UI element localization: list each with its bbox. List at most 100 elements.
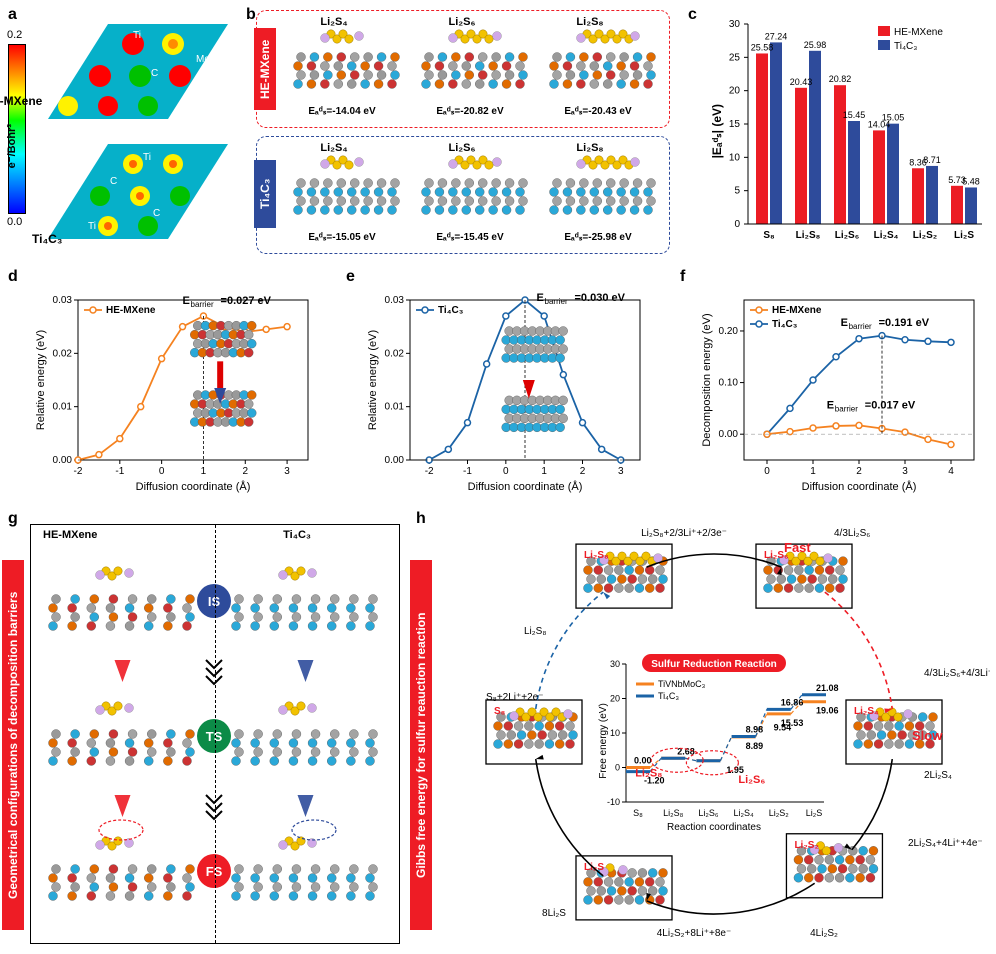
- svg-text:0.00: 0.00: [719, 429, 739, 440]
- panel-d: -2-101230.000.010.020.03Diffusion coordi…: [30, 280, 330, 500]
- svg-text:4: 4: [948, 466, 954, 477]
- svg-text:0.00: 0.00: [53, 455, 73, 466]
- svg-text:Eₐᵈₛ=-25.98 eV: Eₐᵈₛ=-25.98 eV: [564, 232, 632, 243]
- label-h: h: [416, 510, 426, 528]
- svg-text:C: C: [151, 68, 158, 79]
- panel-g: HE-MXene Ti₄C₃ ISTSFS: [30, 524, 400, 944]
- svg-text:barrier: barrier: [191, 300, 214, 309]
- svg-text:Li₂S₈: Li₂S₈: [576, 16, 603, 28]
- svg-text:0.02: 0.02: [53, 348, 73, 359]
- svg-text:Ti: Ti: [133, 30, 141, 41]
- label-g: g: [8, 510, 18, 528]
- svg-text:2: 2: [242, 466, 248, 477]
- svg-text:25.98: 25.98: [804, 40, 827, 50]
- svg-text:E: E: [841, 317, 848, 329]
- svg-text:2Li₂S₄: 2Li₂S₄: [924, 770, 952, 781]
- panel-d-svg: -2-101230.000.010.020.03Diffusion coordi…: [30, 280, 330, 500]
- svg-text:Li₂S₆: Li₂S₆: [835, 230, 860, 241]
- svg-text:Li₂S₈: Li₂S₈: [635, 767, 662, 779]
- svg-text:30: 30: [729, 19, 741, 30]
- svg-text:8.71: 8.71: [923, 155, 941, 165]
- svg-text:25: 25: [729, 52, 741, 63]
- svg-text:16.86: 16.86: [781, 697, 804, 707]
- he-title: HE-MXene: [0, 94, 42, 108]
- svg-text:Mo: Mo: [196, 54, 210, 65]
- svg-text:E: E: [537, 292, 544, 304]
- svg-text:8.98: 8.98: [746, 725, 764, 735]
- svg-text:Sulfur Reduction Reaction: Sulfur Reduction Reaction: [651, 659, 777, 670]
- svg-text:1: 1: [201, 466, 207, 477]
- svg-text:S₈+2Li⁺+2e⁻: S₈+2Li⁺+2e⁻: [486, 692, 544, 703]
- c-ylabel: |Eₐᵈₛ| (eV): [710, 104, 724, 158]
- label-e: e: [346, 268, 355, 286]
- g-right-label: Ti₄C₃: [283, 529, 311, 541]
- svg-text:Eₐᵈₛ=-15.05 eV: Eₐᵈₛ=-15.05 eV: [308, 232, 376, 243]
- panel-c-svg: 051015202530HE-MXeneTi₄C₃25.5827.24S₈20.…: [706, 14, 988, 254]
- svg-text:3: 3: [618, 466, 624, 477]
- svg-text:4/3Li₂S₆: 4/3Li₂S₆: [834, 528, 870, 539]
- svg-text:Relative energy (eV): Relative energy (eV): [367, 330, 379, 430]
- svg-text:Ti₄C₃: Ti₄C₃: [772, 319, 798, 330]
- svg-text:0: 0: [734, 219, 740, 230]
- svg-text:Decomposition energy (eV): Decomposition energy (eV): [701, 313, 713, 446]
- panel-a: 0.2 0.0 e⁻/Bohr³ Ti Mo Nb C: [8, 24, 238, 254]
- svg-text:21.08: 21.08: [816, 683, 839, 693]
- h-side: Gibbs free energy for sulfur reauction r…: [410, 560, 432, 930]
- svg-text:5: 5: [734, 186, 740, 197]
- svg-text:0.03: 0.03: [385, 295, 405, 306]
- svg-text:Slow: Slow: [912, 728, 943, 743]
- svg-text:0.01: 0.01: [53, 402, 73, 413]
- svg-text:0.03: 0.03: [53, 295, 73, 306]
- svg-text:2: 2: [856, 466, 862, 477]
- svg-text:-1: -1: [115, 466, 124, 477]
- svg-text:20: 20: [610, 694, 620, 704]
- svg-text:HE-MXene: HE-MXene: [894, 27, 943, 38]
- svg-text:Li₂S₆: Li₂S₆: [698, 808, 719, 818]
- svg-text:Li₂S₆: Li₂S₆: [449, 142, 476, 154]
- svg-text:19.06: 19.06: [816, 706, 839, 716]
- svg-text:Diffusion coordinate (Å): Diffusion coordinate (Å): [468, 480, 583, 493]
- svg-text:3: 3: [284, 466, 290, 477]
- panel-c: 051015202530HE-MXeneTi₄C₃25.5827.24S₈20.…: [706, 14, 988, 254]
- svg-text:0: 0: [159, 466, 165, 477]
- panel-a-svg: Ti Mo Nb C Ti C C Ti: [8, 24, 238, 254]
- svg-text:25.58: 25.58: [751, 42, 774, 52]
- svg-text:Li₂S₂: Li₂S₂: [913, 230, 937, 241]
- svg-text:0.20: 0.20: [719, 326, 739, 337]
- svg-text:0: 0: [503, 466, 509, 477]
- svg-text:3: 3: [902, 466, 908, 477]
- svg-text:HE-MXene: HE-MXene: [106, 305, 156, 316]
- svg-text:5.48: 5.48: [962, 176, 980, 186]
- svg-text:Diffusion coordinate (Å): Diffusion coordinate (Å): [802, 480, 917, 493]
- svg-text:15.45: 15.45: [843, 110, 866, 120]
- panel-e: -2-101230.000.010.020.03Diffusion coordi…: [362, 280, 662, 500]
- svg-text:Li₂S₈: Li₂S₈: [796, 230, 821, 241]
- g-left-label: HE-MXene: [43, 529, 97, 541]
- svg-text:4/3Li₂S₆+4/3Li⁺+4/3e⁻: 4/3Li₂S₆+4/3Li⁺+4/3e⁻: [924, 668, 990, 679]
- svg-text:Li₂S: Li₂S: [806, 808, 823, 818]
- svg-text:20.82: 20.82: [829, 74, 852, 84]
- svg-text:Eₐᵈₛ=-14.04 eV: Eₐᵈₛ=-14.04 eV: [308, 106, 376, 117]
- svg-text:barrier: barrier: [849, 322, 872, 331]
- svg-text:Li₂S₂: Li₂S₂: [769, 808, 790, 818]
- panel-f-svg: 012340.000.100.20Diffusion coordinate (Å…: [696, 280, 988, 500]
- svg-text:Li₂S₄: Li₂S₄: [320, 142, 347, 154]
- svg-text:1: 1: [541, 466, 547, 477]
- svg-text:Li₂S: Li₂S: [954, 230, 974, 241]
- label-b: b: [246, 6, 256, 24]
- svg-text:E: E: [827, 399, 834, 411]
- svg-text:C: C: [153, 208, 160, 219]
- svg-text:Eₐᵈₛ=-20.82 eV: Eₐᵈₛ=-20.82 eV: [436, 106, 504, 117]
- svg-text:Free energy (eV): Free energy (eV): [598, 703, 609, 779]
- svg-text:20.43: 20.43: [790, 77, 813, 87]
- label-d: d: [8, 268, 18, 286]
- g-divider: [215, 525, 216, 943]
- svg-text:0: 0: [615, 763, 620, 773]
- svg-text:Li₂S₄: Li₂S₄: [734, 808, 755, 818]
- svg-text:0.10: 0.10: [719, 378, 739, 389]
- ti-title: Ti₄C₃: [32, 232, 62, 246]
- svg-text:Li₂S₈: Li₂S₈: [524, 626, 546, 637]
- svg-text:Diffusion coordinate (Å): Diffusion coordinate (Å): [136, 480, 251, 493]
- svg-text:Li₂S₄: Li₂S₄: [874, 230, 899, 241]
- svg-text:Li₂S₈: Li₂S₈: [663, 808, 684, 818]
